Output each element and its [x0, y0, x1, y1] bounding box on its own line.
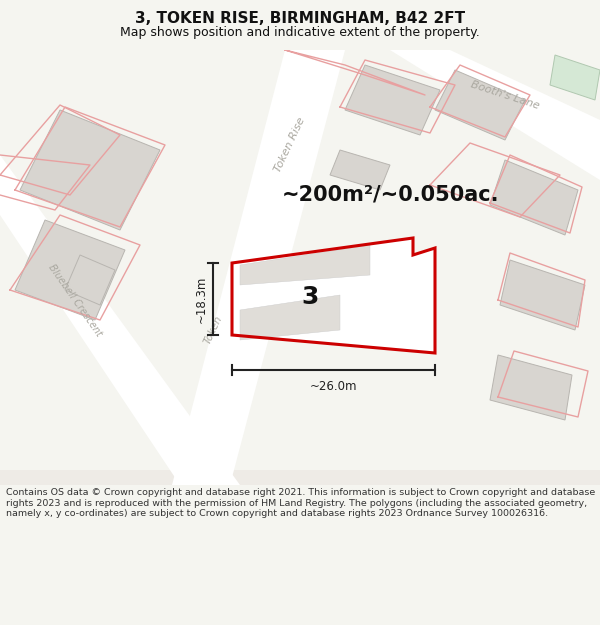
Polygon shape — [65, 255, 115, 305]
Text: ~200m²/~0.050ac.: ~200m²/~0.050ac. — [281, 185, 499, 205]
Polygon shape — [0, 155, 240, 485]
Text: 3, TOKEN RISE, BIRMINGHAM, B42 2FT: 3, TOKEN RISE, BIRMINGHAM, B42 2FT — [135, 11, 465, 26]
Text: Booth's Lane: Booth's Lane — [469, 79, 541, 111]
Polygon shape — [550, 55, 600, 100]
Polygon shape — [240, 245, 370, 285]
Text: 3: 3 — [301, 285, 319, 309]
Polygon shape — [490, 160, 578, 235]
Polygon shape — [390, 50, 600, 180]
Text: Token: Token — [202, 314, 224, 346]
Polygon shape — [345, 65, 440, 135]
Polygon shape — [172, 50, 345, 485]
Text: Contains OS data © Crown copyright and database right 2021. This information is : Contains OS data © Crown copyright and d… — [6, 488, 595, 518]
Polygon shape — [0, 470, 600, 485]
Polygon shape — [435, 70, 525, 140]
Polygon shape — [330, 150, 390, 190]
Text: Bluebell Crescent: Bluebell Crescent — [46, 262, 104, 338]
Polygon shape — [500, 260, 585, 330]
Text: ~18.3m: ~18.3m — [194, 275, 208, 322]
Text: ~26.0m: ~26.0m — [310, 379, 357, 392]
Text: Map shows position and indicative extent of the property.: Map shows position and indicative extent… — [120, 26, 480, 39]
Polygon shape — [255, 265, 335, 320]
Text: Token Rise: Token Rise — [273, 116, 307, 174]
Polygon shape — [240, 295, 340, 340]
Polygon shape — [15, 220, 125, 320]
Polygon shape — [20, 110, 160, 230]
Polygon shape — [490, 355, 572, 420]
Polygon shape — [232, 238, 435, 353]
